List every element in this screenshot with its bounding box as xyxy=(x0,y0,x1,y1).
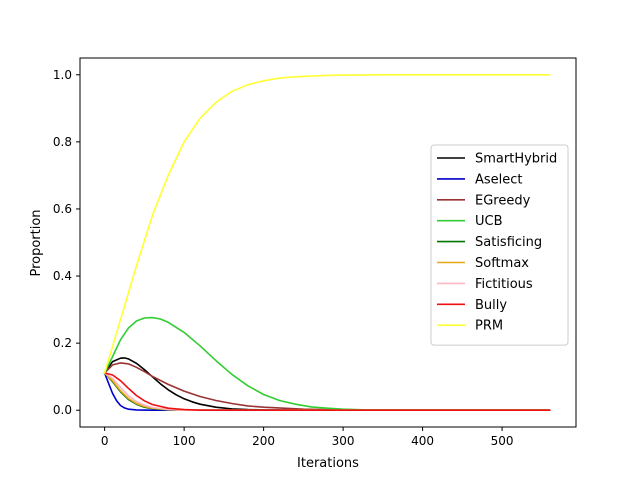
y-tick-label: 1.0 xyxy=(53,68,72,82)
series-line-prm xyxy=(103,74,551,374)
x-axis: 0 100 200 300 400 500 xyxy=(101,427,514,448)
series-line-ucb xyxy=(103,316,551,412)
legend-label-fictitious: Fictitious xyxy=(475,277,533,292)
legend-label-smarthybrid: SmartHybrid xyxy=(475,152,557,167)
legend-label-prm: PRM xyxy=(475,319,503,334)
legend: SmartHybrid Aselect EGreedy UCB Satisficing S… xyxy=(430,144,569,346)
legend-label-bully: Bully xyxy=(475,298,507,313)
series-line-aselect xyxy=(103,372,551,412)
plot-lines xyxy=(103,74,551,412)
plot-frame xyxy=(79,57,577,428)
x-tick-label: 300 xyxy=(332,434,355,448)
x-tick-label: 100 xyxy=(173,434,196,448)
legend-label-ucb: UCB xyxy=(475,214,503,229)
legend-label-softmax: Softmax xyxy=(475,256,529,271)
y-tick-label: 0.0 xyxy=(53,403,72,417)
y-tick-label: 0.6 xyxy=(53,202,72,216)
x-tick-label: 200 xyxy=(252,434,275,448)
series-line-egreedy xyxy=(103,362,551,412)
legend-label-satisficing: Satisficing xyxy=(475,235,542,250)
y-tick-label: 0.2 xyxy=(53,336,72,350)
legend-label-aselect: Aselect xyxy=(475,172,523,187)
legend-label-egreedy: EGreedy xyxy=(475,193,531,208)
x-tick-label: 500 xyxy=(491,434,514,448)
x-tick-label: 0 xyxy=(101,434,109,448)
legend-box xyxy=(430,144,569,346)
y-tick-label: 0.8 xyxy=(53,135,72,149)
y-tick-label: 0.4 xyxy=(53,269,72,283)
series-line-bully xyxy=(103,372,551,412)
x-axis-label: Iterations xyxy=(297,456,359,471)
y-axis: 0.0 0.2 0.4 0.6 0.8 1.0 xyxy=(53,68,80,417)
y-axis-label: Proportion xyxy=(29,209,44,276)
series-line-fictitious xyxy=(103,372,551,412)
x-tick-label: 400 xyxy=(411,434,434,448)
